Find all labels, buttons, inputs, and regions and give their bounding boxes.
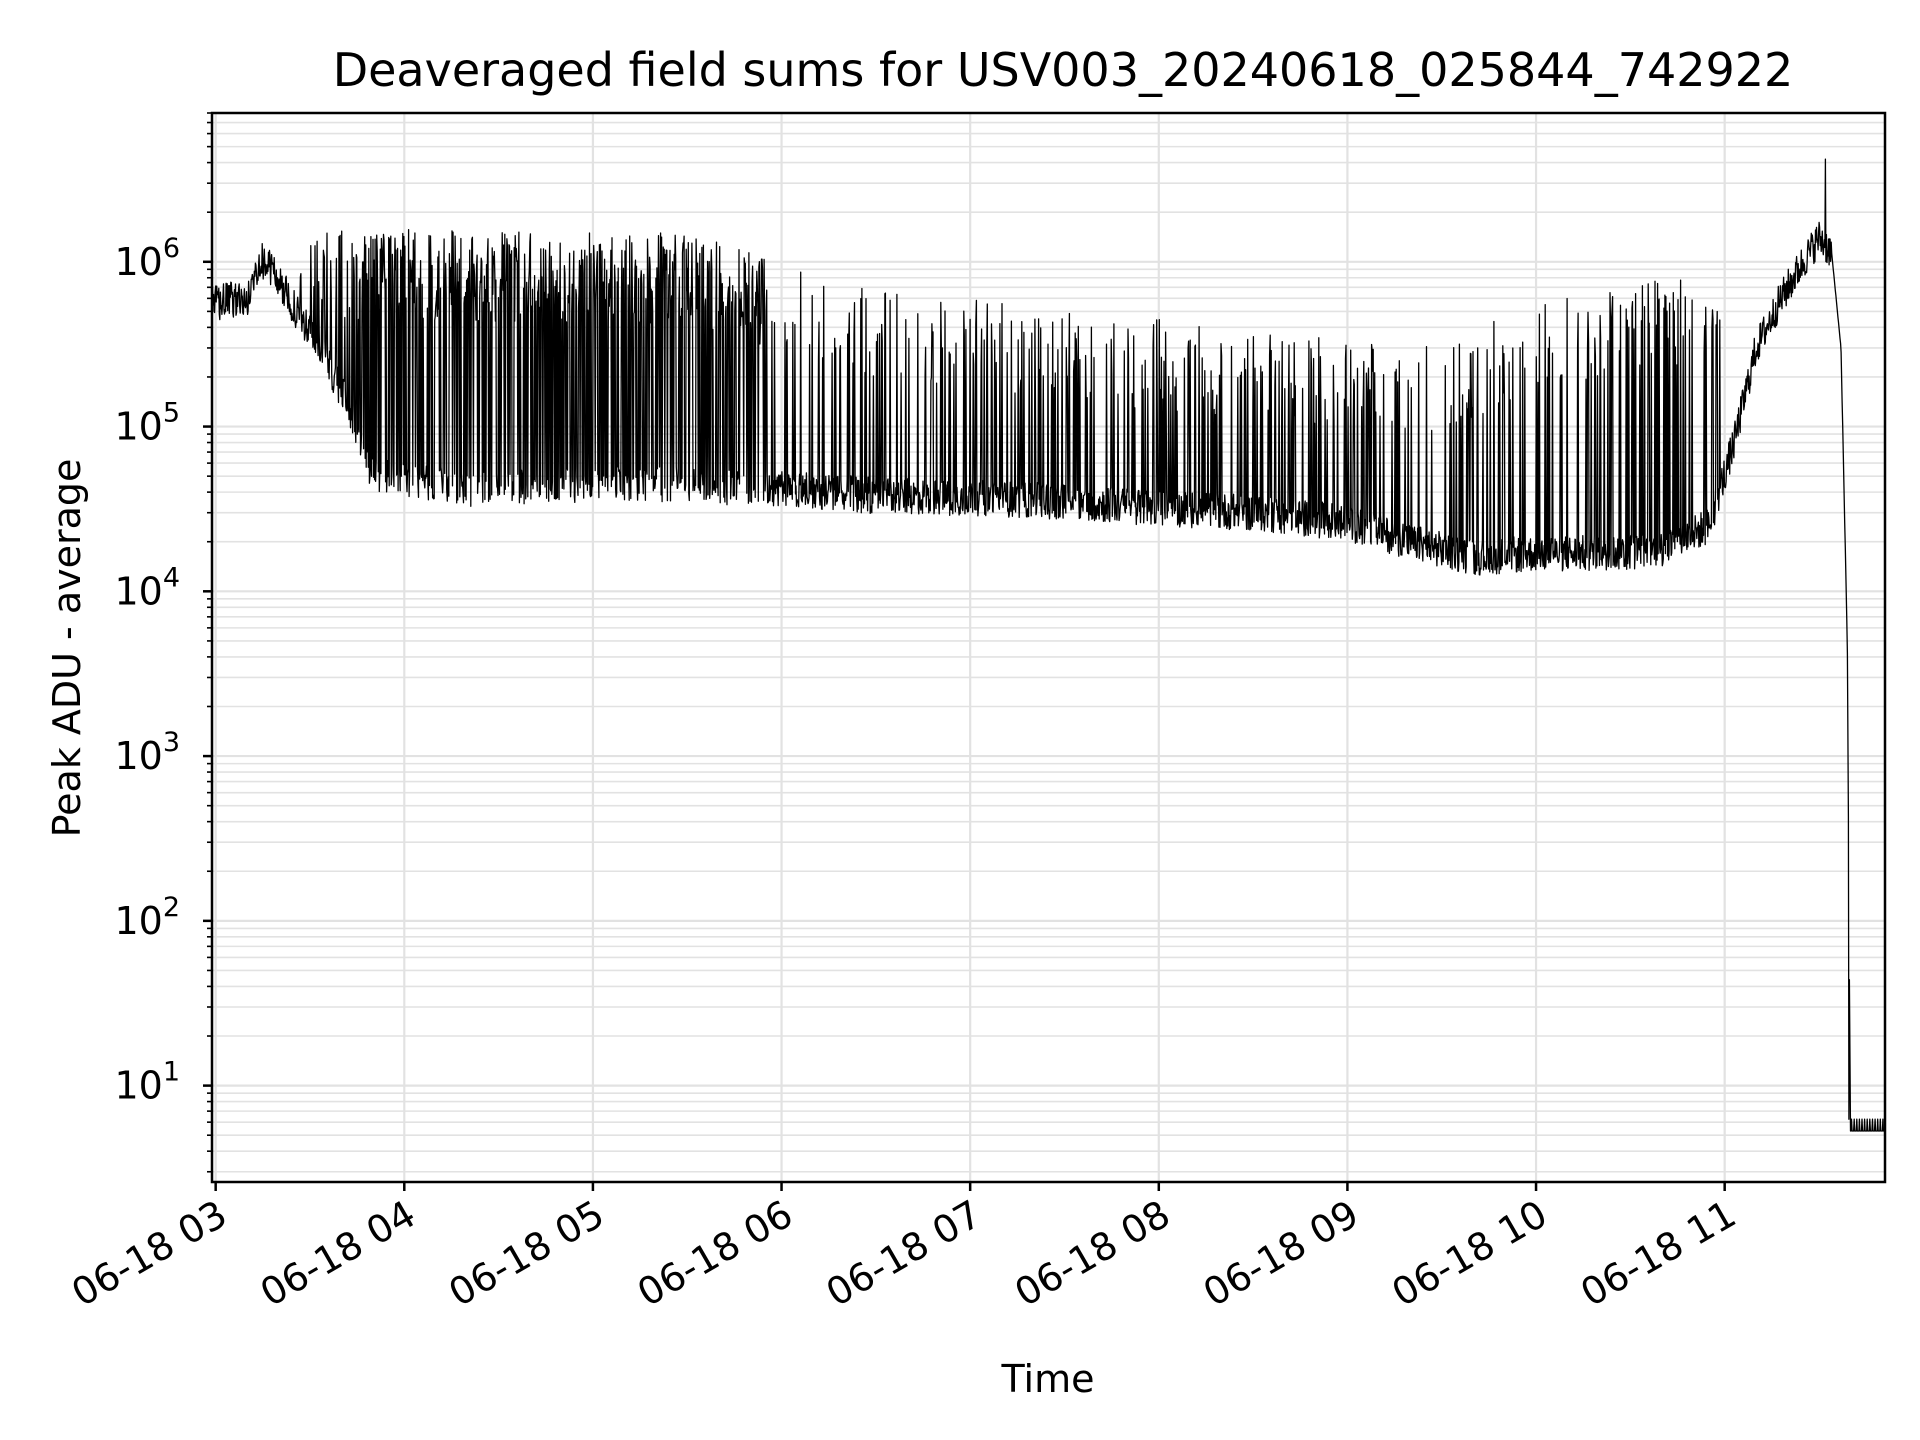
y-tick-label: 102 <box>114 892 180 943</box>
plot-frame <box>210 111 1887 1184</box>
y-tick-exponent: 1 <box>163 1057 180 1088</box>
y-tick-exponent: 2 <box>163 892 180 923</box>
y-tick-label: 104 <box>114 562 180 613</box>
y-tick-label: 106 <box>114 233 180 284</box>
y-tick-exponent: 5 <box>163 398 180 429</box>
y-tick-base: 10 <box>114 405 162 449</box>
y-tick-label: 101 <box>114 1057 180 1108</box>
grid-minor <box>212 112 1885 1173</box>
y-tick-exponent: 4 <box>163 562 180 593</box>
y-tick-base: 10 <box>114 569 162 613</box>
y-tick-base: 10 <box>114 899 162 943</box>
y-tick-exponent: 3 <box>163 727 180 758</box>
x-axis-label: Time <box>1001 1357 1095 1401</box>
y-tick-exponent: 6 <box>163 233 180 264</box>
chart-title: Deaveraged field sums for USV003_2024061… <box>333 43 1794 97</box>
y-tick-base: 10 <box>114 240 162 284</box>
y-tick-label: 105 <box>114 398 180 449</box>
y-tick-label: 103 <box>114 727 180 778</box>
y-tick-base: 10 <box>114 1064 162 1108</box>
series-line <box>211 158 1886 1132</box>
y-axis-label: Peak ADU - average <box>45 459 89 838</box>
y-tick-base: 10 <box>114 734 162 778</box>
